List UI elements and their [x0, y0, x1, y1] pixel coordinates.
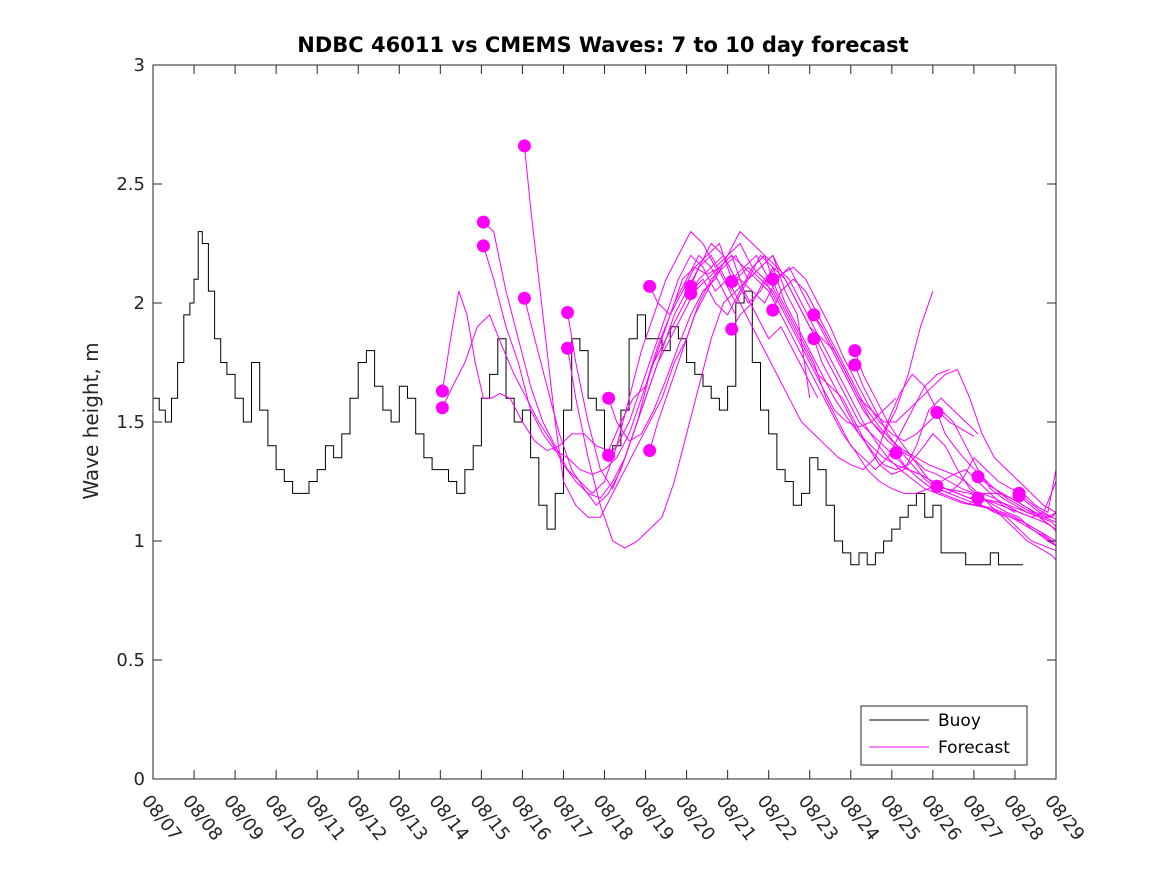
forecast-series-line-4 [524, 145, 811, 518]
legend-forecast-label: Forecast [938, 738, 1010, 758]
x-tick-label: 08/25 [876, 791, 924, 845]
forecast-start-marker-11 [643, 444, 657, 458]
forecast-series-line-0 [441, 266, 733, 452]
x-tick-label: 08/14 [424, 791, 472, 845]
forecast-start-marker-22 [889, 446, 903, 460]
x-tick-label: 08/13 [383, 791, 431, 845]
y-tick-label: 2 [134, 293, 145, 314]
buoy-series-line [153, 231, 1024, 566]
forecast-series-line-22 [895, 452, 1056, 547]
x-tick-label: 08/16 [506, 791, 554, 845]
y-tick-label: 2.5 [116, 174, 145, 195]
forecast-series-line-15 [731, 266, 1056, 542]
forecast-series-line-5 [524, 254, 819, 507]
y-tick-label: 1.5 [116, 412, 145, 433]
x-tick-label: 08/17 [548, 791, 596, 845]
legend-buoy-label: Buoy [938, 711, 981, 731]
forecast-start-marker-20 [848, 344, 862, 358]
legend: Buoy Forecast [860, 705, 1028, 766]
x-tick-label: 08/22 [753, 791, 801, 845]
forecast-start-marker-16 [766, 272, 780, 286]
x-tick-label: 08/27 [958, 791, 1006, 845]
forecast-series-line-7 [567, 254, 934, 549]
forecast-start-marker-26 [971, 491, 985, 505]
y-tick-label: 0 [134, 769, 145, 790]
forecast-start-marker-0 [435, 384, 449, 398]
forecast-series-line-3 [482, 245, 778, 475]
forecast-start-marker-14 [725, 275, 739, 289]
x-tick-label: 08/20 [671, 791, 719, 845]
forecast-start-marker-21 [848, 358, 862, 372]
forecast-series-line-23 [936, 412, 1056, 523]
x-tick-label: 08/08 [178, 791, 226, 845]
x-tick-label: 08/28 [999, 791, 1047, 845]
forecast-start-marker-7 [561, 341, 575, 355]
x-tick-label: 08/26 [917, 791, 965, 845]
forecast-series-line-21 [854, 364, 1056, 547]
forecast-start-marker-4 [517, 139, 531, 153]
x-tick-label: 08/12 [342, 791, 390, 845]
forecast-start-marker-10 [643, 279, 657, 293]
forecast-start-marker-24 [930, 479, 944, 493]
forecast-series-line-26 [977, 497, 1056, 528]
x-tick-label: 08/15 [465, 791, 513, 845]
y-tick-label: 3 [134, 55, 145, 76]
x-tick-label: 08/29 [1040, 791, 1088, 845]
forecast-series-line-25 [977, 476, 1056, 532]
forecast-series-line-12 [690, 254, 1056, 518]
legend-box [860, 705, 1028, 766]
forecast-start-marker-1 [435, 401, 449, 415]
forecast-series-line-9 [608, 254, 975, 471]
forecast-start-marker-13 [684, 286, 698, 300]
forecast-start-marker-15 [725, 322, 739, 336]
forecast-start-marker-5 [517, 291, 531, 305]
x-tick-label: 08/24 [835, 791, 883, 845]
forecast-series-line-2 [483, 221, 778, 495]
y-tick-label: 1 [134, 531, 145, 552]
y-axis-label: Wave height, m [79, 342, 103, 499]
x-tick-label: 08/10 [260, 791, 308, 845]
x-tick-label: 08/23 [794, 791, 842, 845]
forecast-start-marker-8 [602, 391, 616, 405]
forecast-series-line-28 [1018, 495, 1056, 518]
y-tick-label: 0.5 [116, 650, 145, 671]
buoy-layer [153, 231, 1024, 566]
forecast-start-marker-3 [476, 239, 490, 253]
chart-title: NDBC 46011 vs CMEMS Waves: 7 to 10 day f… [297, 33, 908, 57]
x-tick-label: 08/18 [589, 791, 637, 845]
x-tick-label: 08/07 [137, 791, 185, 845]
x-tick-label: 08/21 [712, 791, 760, 845]
forecast-start-marker-9 [602, 448, 616, 462]
forecast-start-marker-18 [807, 308, 821, 322]
forecast-start-marker-6 [561, 306, 575, 320]
forecast-start-marker-28 [1012, 489, 1026, 503]
forecast-layer [435, 139, 1056, 561]
x-tick-label: 08/09 [219, 791, 267, 845]
x-tick-label: 08/19 [630, 791, 678, 845]
x-tick-label: 08/11 [301, 791, 349, 845]
forecast-start-marker-23 [930, 405, 944, 419]
forecast-start-marker-25 [971, 470, 985, 484]
forecast-series-line-18 [813, 314, 1056, 513]
forecast-series-line-24 [936, 485, 1056, 530]
forecast-series-line-19 [813, 338, 1056, 547]
forecast-start-marker-17 [766, 303, 780, 317]
forecast-series-line-16 [772, 266, 1056, 518]
forecast-series-line-13 [690, 254, 1056, 551]
forecast-start-marker-19 [807, 332, 821, 346]
forecast-start-marker-2 [476, 215, 490, 229]
